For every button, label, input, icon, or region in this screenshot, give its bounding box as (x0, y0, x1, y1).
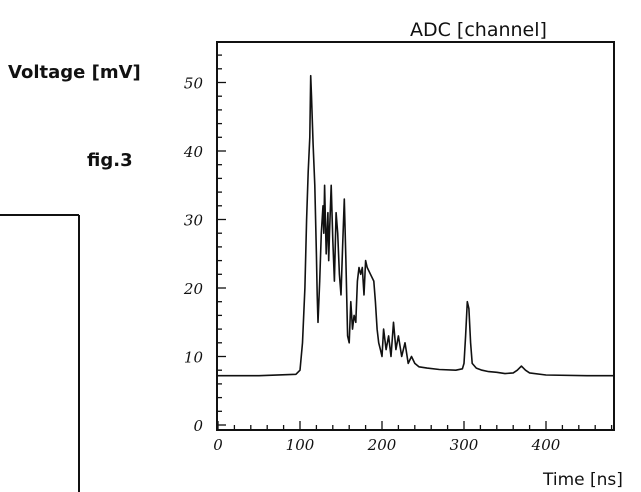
y-axis-label: Voltage [mV] (8, 62, 141, 83)
x-tick-label: 400 (531, 436, 561, 454)
y-tick-labels: 0 10 20 30 40 50 (183, 75, 204, 436)
voltage-trace (218, 74, 613, 377)
x-tick-label: 100 (286, 436, 315, 454)
x-tick-label: 300 (450, 436, 479, 454)
x-tick-label: 200 (367, 436, 397, 454)
top-axis-label: ADC [channel] (410, 19, 547, 41)
x-minor-ticks (217, 421, 613, 430)
x-tick-label: 0 (213, 436, 223, 454)
y-tick-label: 40 (183, 143, 204, 161)
x-axis-label: Time [ns] (542, 470, 623, 490)
adjacent-figure-frame (0, 214, 80, 492)
plot-frame (216, 41, 615, 431)
figure-label: fig.3 (87, 150, 133, 171)
y-tick-label: 10 (184, 349, 204, 367)
y-minor-ticks (217, 54, 226, 426)
y-tick-label: 20 (183, 280, 204, 298)
y-tick-label: 0 (193, 417, 203, 435)
y-tick-label: 50 (184, 75, 204, 93)
y-tick-label: 30 (184, 212, 204, 230)
x-tick-labels: 0 100 200 300 400 (213, 436, 561, 454)
